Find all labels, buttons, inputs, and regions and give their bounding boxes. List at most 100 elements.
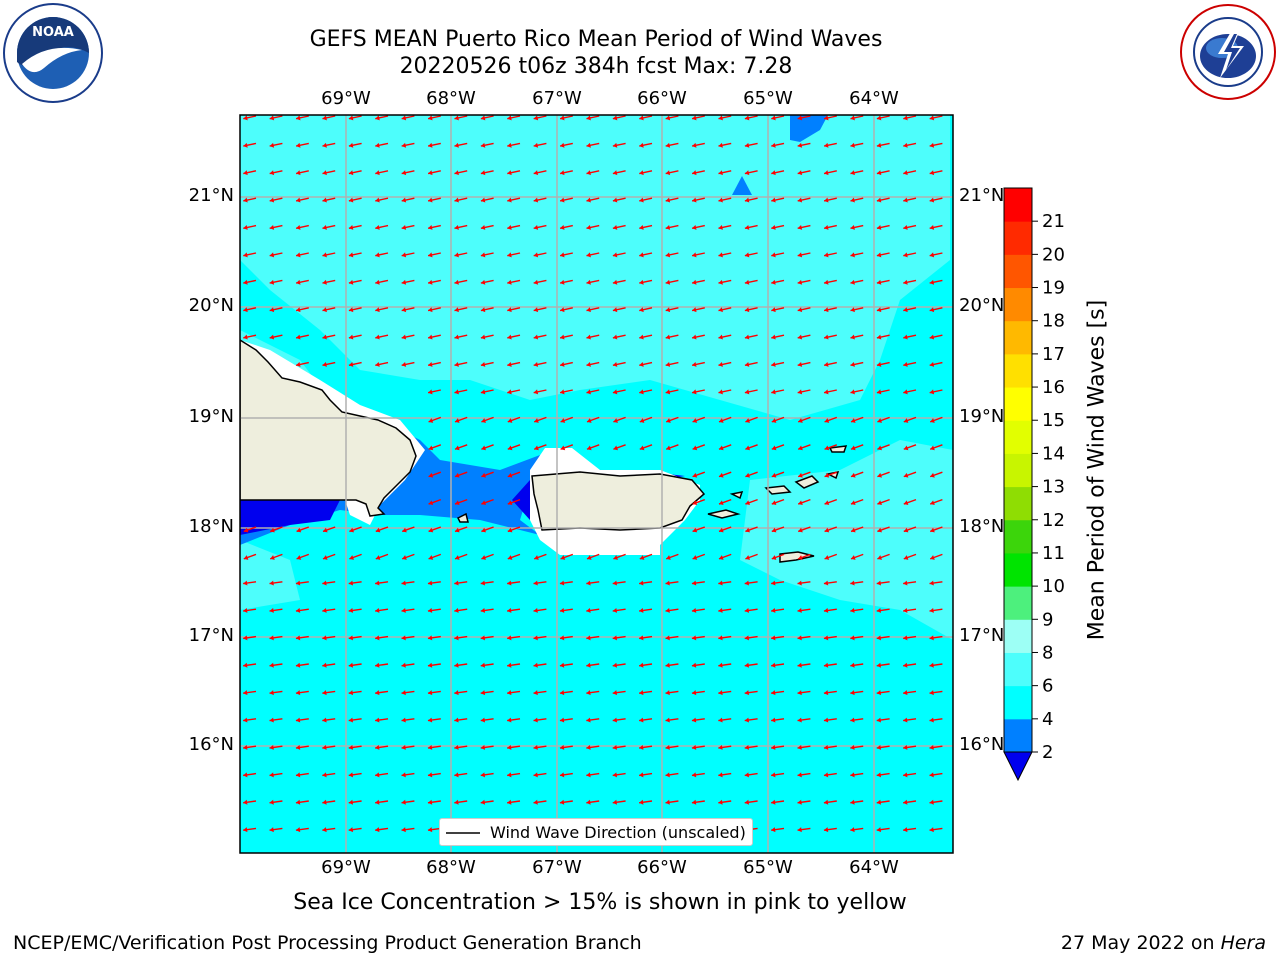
wave-arrow-head xyxy=(929,225,935,230)
wave-arrow-head xyxy=(798,418,803,423)
wave-arrow-head xyxy=(428,252,433,258)
wave-arrow-head xyxy=(613,555,618,560)
wave-arrow-head xyxy=(454,662,459,668)
wave-arrow-head xyxy=(507,307,512,313)
wave-arrow-head xyxy=(665,252,671,258)
wave-arrow-head xyxy=(586,662,591,668)
wave-arrow-head xyxy=(586,690,591,696)
wave-arrow-head xyxy=(797,279,803,285)
wave-arrow-head xyxy=(666,445,671,451)
wave-arrow-head xyxy=(850,252,855,258)
wave-arrow-head xyxy=(507,389,512,395)
wave-arrow-head xyxy=(481,418,486,423)
wave-arrow-head xyxy=(560,555,566,560)
wave-arrow-head xyxy=(797,334,803,340)
wave-arrow-head xyxy=(401,662,406,668)
wave-arrow-head xyxy=(929,170,935,176)
wave-arrow-head xyxy=(745,445,750,451)
colorbar-tick-label: 21 xyxy=(1042,211,1065,232)
wave-arrow-head xyxy=(295,607,301,613)
wave-arrow-head xyxy=(454,225,459,230)
colorbar-segment xyxy=(1004,718,1032,753)
wave-arrow-head xyxy=(560,418,566,423)
colorbar-tick-label: 16 xyxy=(1042,377,1065,398)
wave-arrow-head xyxy=(243,170,248,176)
colorbar-segment xyxy=(1004,486,1032,521)
wave-arrow-head xyxy=(454,744,459,750)
colorbar-tick-label: 18 xyxy=(1042,311,1065,332)
wave-arrow-head xyxy=(533,635,538,641)
wave-arrow-head xyxy=(929,799,934,805)
legend-line-icon xyxy=(446,832,480,834)
wave-arrow-head xyxy=(348,197,354,203)
wave-arrow-head xyxy=(797,690,802,696)
wave-arrow-head xyxy=(507,334,512,340)
wave-arrow-head xyxy=(798,527,803,533)
colorbar-tick-label: 2 xyxy=(1042,742,1053,763)
wave-arrow-head xyxy=(612,690,618,696)
wave-arrow-head xyxy=(718,799,723,805)
wave-arrow-head xyxy=(269,635,274,641)
wave-arrow-head xyxy=(718,744,723,750)
wave-arrow-head xyxy=(876,662,882,668)
wave-arrow-head xyxy=(560,307,565,313)
wave-arrow-head xyxy=(771,500,777,506)
wave-arrow-head xyxy=(718,334,723,340)
wave-arrow-head xyxy=(533,170,539,176)
wave-arrow-head xyxy=(348,334,354,340)
wave-arrow-head xyxy=(929,115,935,121)
wave-arrow-head xyxy=(401,607,406,613)
wave-arrow-head xyxy=(269,607,274,613)
noaa-logo: NOAA xyxy=(3,3,103,103)
wave-arrow-head xyxy=(718,580,723,586)
wave-arrow-head xyxy=(824,500,830,506)
wave-arrow-head xyxy=(401,827,406,833)
wave-arrow-head xyxy=(348,580,354,586)
wave-arrow-head xyxy=(850,772,855,778)
wave-arrow-head xyxy=(375,580,380,586)
wave-arrow-head xyxy=(269,690,274,696)
wave-arrow-head xyxy=(428,170,433,176)
wave-arrow-head xyxy=(243,142,248,148)
colorbar-segment xyxy=(1004,387,1032,421)
latitude-label: 16°N xyxy=(959,734,1005,755)
wave-arrow-head xyxy=(850,799,855,805)
wave-arrow-head xyxy=(295,635,301,641)
wave-arrow-head xyxy=(665,142,671,148)
wave-arrow-head xyxy=(691,607,697,613)
wave-arrow-head xyxy=(454,170,459,176)
wave-arrow-head xyxy=(454,555,460,560)
wave-arrow-head xyxy=(243,635,248,641)
wave-arrow-head xyxy=(639,772,644,778)
wave-arrow-head xyxy=(903,580,908,586)
nws-logo xyxy=(1180,4,1276,100)
wave-arrow-head xyxy=(269,170,275,176)
wave-arrow-head xyxy=(850,744,855,750)
latitude-label: 16°N xyxy=(188,734,234,755)
longitude-label: 67°W xyxy=(532,857,582,878)
wave-arrow-head xyxy=(401,307,407,313)
wave-arrow-head xyxy=(428,445,434,451)
wave-arrow-head xyxy=(375,279,380,285)
wave-arrow-head xyxy=(666,555,671,560)
wave-arrow-head xyxy=(454,527,460,533)
wave-arrow-head xyxy=(322,252,327,258)
wave-arrow-head xyxy=(348,772,354,778)
wave-arrow-head xyxy=(639,225,644,230)
wave-arrow-head xyxy=(295,717,301,723)
wave-arrow-head xyxy=(401,225,407,230)
wave-arrow-head xyxy=(876,252,882,258)
wave-arrow-head xyxy=(903,744,908,750)
wave-arrow-head xyxy=(612,252,618,258)
wave-arrow-head xyxy=(824,170,829,176)
wave-arrow-head xyxy=(269,717,274,723)
wave-arrow-head xyxy=(903,555,909,560)
wave-arrow-head xyxy=(401,717,406,723)
wave-arrow-head xyxy=(850,334,855,340)
wave-arrow-head xyxy=(850,527,856,533)
wave-arrow-head xyxy=(850,472,856,478)
wave-arrow-head xyxy=(428,225,433,230)
wave-arrow-head xyxy=(797,799,802,805)
wave-arrow-head xyxy=(507,170,512,176)
wave-arrow-head xyxy=(745,527,750,533)
